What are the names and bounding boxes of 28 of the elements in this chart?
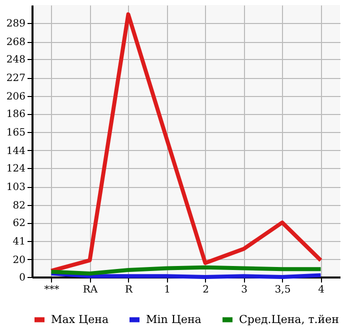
- x-tick-label: RA: [82, 284, 98, 296]
- x-tick-label: R: [124, 284, 133, 296]
- line-series: [49, 265, 323, 276]
- y-tick-label: 62: [12, 218, 26, 230]
- x-tick-label: 4: [318, 284, 324, 296]
- line-series: [49, 12, 323, 273]
- x-tick-label: 3,5: [274, 284, 291, 296]
- y-tick-label: 248: [6, 54, 26, 66]
- y-tick-label: 144: [6, 146, 26, 157]
- x-tick-label: 1: [164, 284, 170, 296]
- y-tick-label: 124: [6, 164, 26, 175]
- legend-label: Min Цена: [146, 312, 202, 326]
- y-tick-label: 206: [6, 92, 26, 103]
- legend-label: Max Цена: [51, 312, 109, 326]
- y-tick-label: 41: [12, 236, 26, 248]
- legend-label: Сред.Цена, т.йен: [239, 312, 339, 326]
- y-tick-label: 289: [6, 18, 26, 30]
- x-tick-label: 3: [241, 284, 248, 296]
- y-tick-label: 268: [6, 37, 26, 48]
- y-tick-label: 20: [12, 254, 26, 266]
- y-tick-label: 82: [12, 200, 26, 212]
- y-tick-label: 165: [6, 128, 26, 139]
- y-tick-label: 227: [6, 73, 26, 84]
- y-tick-label: 186: [6, 109, 26, 120]
- y-tick-label: 0: [19, 272, 26, 284]
- y-tick-label: 103: [6, 182, 26, 194]
- x-tick-label: ***: [44, 284, 60, 296]
- x-tick-label: 2: [202, 284, 209, 296]
